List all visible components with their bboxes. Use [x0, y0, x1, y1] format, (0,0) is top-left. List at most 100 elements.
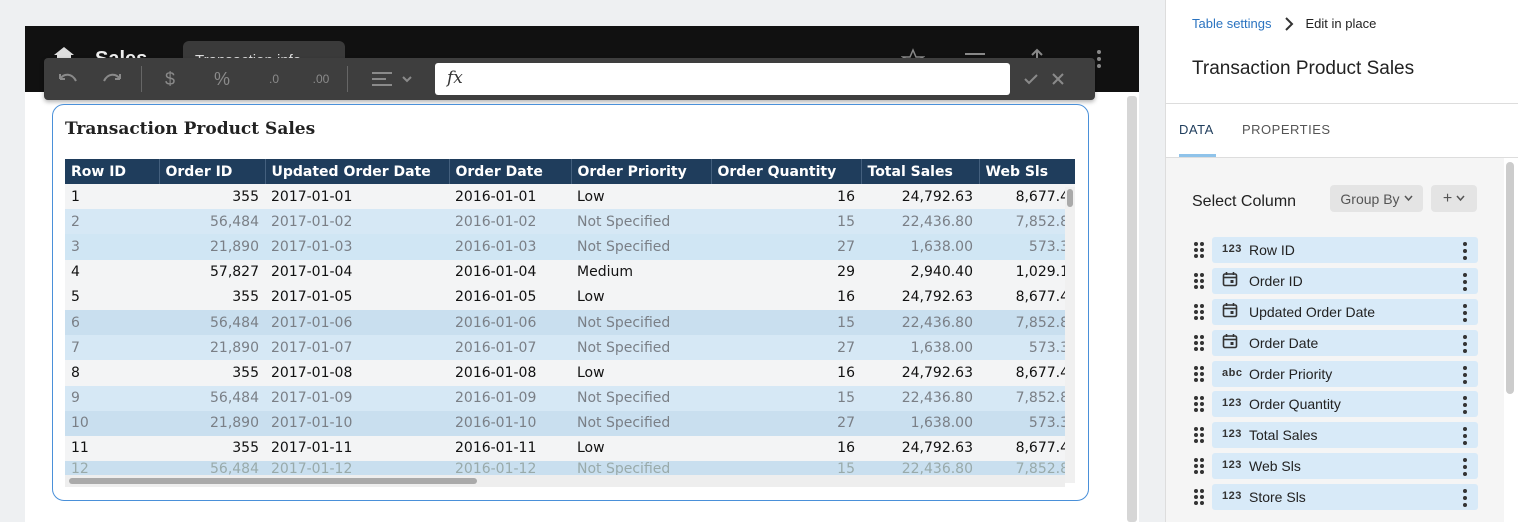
table-horizontal-scrollbar[interactable] — [65, 475, 1065, 487]
table-cell[interactable]: Not Specified — [571, 234, 711, 260]
drag-handle-icon[interactable] — [1194, 456, 1206, 476]
table-row[interactable]: 1 355 2017-01-01 2016-01-01 Low 16 24,792.63 8,… — [65, 184, 1075, 210]
table-cell[interactable]: 1,029.1 — [979, 259, 1075, 285]
table-cell[interactable]: 8,677.4 — [979, 435, 1075, 462]
table-cell[interactable]: Low — [571, 184, 711, 210]
table-cell[interactable]: 56,484 — [159, 309, 265, 336]
table-cell[interactable]: 7,852.8 — [979, 461, 1075, 478]
drag-handle-icon[interactable] — [1194, 240, 1206, 260]
more-vertical-icon[interactable] — [1462, 333, 1468, 353]
align-dropdown[interactable] — [367, 66, 417, 92]
drag-handle-icon[interactable] — [1194, 487, 1206, 507]
table-cell[interactable]: 2016-01-04 — [449, 259, 571, 285]
table-cell[interactable]: 9 — [65, 385, 159, 411]
table-cell[interactable]: 355 — [159, 360, 265, 386]
table-cell[interactable]: 2017-01-09 — [265, 385, 449, 411]
drag-handle-icon[interactable] — [1194, 364, 1206, 384]
more-vertical-icon[interactable] — [1462, 425, 1468, 446]
table-row[interactable]: 7 21,890 2017-01-07 2016-01-07 Not Specified… — [65, 335, 1075, 361]
table-cell[interactable]: 56,484 — [159, 385, 265, 411]
table-cell[interactable]: 8,677.4 — [979, 360, 1075, 386]
table-cell[interactable]: 11 — [65, 435, 159, 462]
table-cell[interactable]: 2,940.40 — [861, 259, 979, 285]
table-cell[interactable]: 2017-01-06 — [265, 309, 449, 336]
table-cell[interactable]: 27 — [711, 410, 861, 436]
table-cell[interactable]: 12 — [65, 461, 159, 478]
more-vertical-icon[interactable] — [1087, 48, 1111, 70]
table-row[interactable]: 3 21,890 2017-01-03 2016-01-03 Not Specified… — [65, 234, 1075, 260]
canvas-scrollbar[interactable] — [1127, 96, 1137, 522]
table-cell[interactable]: 8,677.4 — [979, 284, 1075, 310]
more-vertical-icon[interactable] — [1462, 240, 1468, 260]
table-cell[interactable]: 2016-01-01 — [449, 184, 571, 210]
table-row[interactable]: 2 56,484 2017-01-02 2016-01-02 Not Specified… — [65, 209, 1075, 235]
table-cell[interactable]: 1,638.00 — [861, 234, 979, 260]
table-cell[interactable]: 21,890 — [159, 410, 265, 436]
formula-input[interactable] — [435, 63, 1010, 95]
table-cell[interactable]: 2016-01-08 — [449, 360, 571, 386]
table-row[interactable]: 4 57,827 2017-01-04 2016-01-04 Medium 29 2,940… — [65, 259, 1075, 285]
table-row[interactable]: 6 56,484 2017-01-06 2016-01-06 Not Specified… — [65, 309, 1075, 336]
column-chip[interactable]: 123 Row ID — [1212, 237, 1478, 263]
table-cell[interactable]: 2016-01-05 — [449, 284, 571, 310]
table-cell[interactable]: 2 — [65, 209, 159, 235]
table-row[interactable]: 10 21,890 2017-01-10 2016-01-10 Not Specifie… — [65, 410, 1075, 436]
table-cell[interactable]: 2017-01-07 — [265, 335, 449, 361]
table-cell[interactable]: 355 — [159, 284, 265, 310]
decrease-decimals-button[interactable]: .0 — [268, 72, 279, 86]
column-header[interactable]: Updated Order Date — [265, 159, 450, 184]
tab-properties[interactable]: PROPERTIES — [1242, 122, 1331, 137]
currency-format-button[interactable]: $ — [164, 68, 175, 89]
group-by-button[interactable]: Group By — [1330, 185, 1423, 212]
percent-format-button[interactable]: % — [213, 68, 230, 89]
column-list-item[interactable]: 123 Row ID — [1194, 237, 1480, 263]
confirm-button[interactable] — [1020, 66, 1042, 92]
breadcrumb-link-table-settings[interactable]: Table settings — [1192, 16, 1272, 31]
table-cell[interactable]: 2017-01-03 — [265, 234, 449, 260]
column-list-item[interactable]: 123 Order Quantity — [1194, 391, 1480, 418]
table-cell[interactable]: 21,890 — [159, 335, 265, 361]
table-cell[interactable]: Not Specified — [571, 461, 711, 478]
column-list-item[interactable]: Order Date — [1194, 329, 1480, 356]
table-cell[interactable]: 7,852.8 — [979, 209, 1075, 235]
table-cell[interactable]: 1 — [65, 184, 159, 210]
column-list-item[interactable]: Order ID — [1194, 267, 1480, 294]
column-header[interactable]: Order Date — [449, 159, 572, 184]
table-cell[interactable]: 4 — [65, 259, 159, 285]
table-cell[interactable]: Low — [571, 360, 711, 386]
table-cell[interactable]: Low — [571, 284, 711, 310]
table-cell[interactable]: 10 — [65, 410, 159, 436]
table-card[interactable]: Transaction Product Sales Row ID Order I… — [52, 104, 1089, 501]
table-cell[interactable]: 22,436.80 — [861, 209, 979, 235]
table-cell[interactable]: Not Specified — [571, 309, 711, 336]
column-header[interactable]: Order ID — [159, 159, 266, 184]
table-cell[interactable]: 2017-01-05 — [265, 284, 449, 310]
table-cell[interactable]: 8 — [65, 360, 159, 386]
undo-button[interactable] — [54, 66, 80, 92]
panel-scrollbar[interactable] — [1506, 162, 1514, 394]
column-list-item[interactable]: 123 Total Sales — [1194, 422, 1480, 449]
table-cell[interactable]: 2016-01-03 — [449, 234, 571, 260]
more-vertical-icon[interactable] — [1462, 456, 1468, 477]
table-cell[interactable]: 22,436.80 — [861, 309, 979, 336]
table-cell[interactable]: 24,792.63 — [861, 435, 979, 462]
table-cell[interactable]: 2017-01-08 — [265, 360, 449, 386]
table-cell[interactable]: 24,792.63 — [861, 360, 979, 386]
table-cell[interactable]: Not Specified — [571, 410, 711, 436]
table-cell[interactable]: 2016-01-06 — [449, 309, 571, 336]
table-row[interactable]: 8 355 2017-01-08 2016-01-08 Low 16 24,792.63 8,… — [65, 360, 1075, 386]
table-cell[interactable]: 16 — [711, 435, 861, 462]
table-cell[interactable]: 15 — [711, 209, 861, 235]
scroll-thumb[interactable] — [69, 478, 477, 484]
drag-handle-icon[interactable] — [1194, 394, 1206, 414]
table-cell[interactable]: 29 — [711, 259, 861, 285]
column-list-item[interactable]: Updated Order Date — [1194, 298, 1480, 325]
more-vertical-icon[interactable] — [1462, 487, 1468, 508]
table-cell[interactable]: 16 — [711, 184, 861, 210]
column-chip[interactable]: 123 Store Sls — [1212, 484, 1478, 511]
table-cell[interactable]: 21,890 — [159, 234, 265, 260]
tab-data[interactable]: DATA — [1179, 122, 1214, 137]
table-row[interactable]: 11 355 2017-01-11 2016-01-11 Low 16 24,792.63 8… — [65, 435, 1075, 462]
table-cell[interactable]: 2017-01-04 — [265, 259, 449, 285]
table-cell[interactable]: 15 — [711, 385, 861, 411]
